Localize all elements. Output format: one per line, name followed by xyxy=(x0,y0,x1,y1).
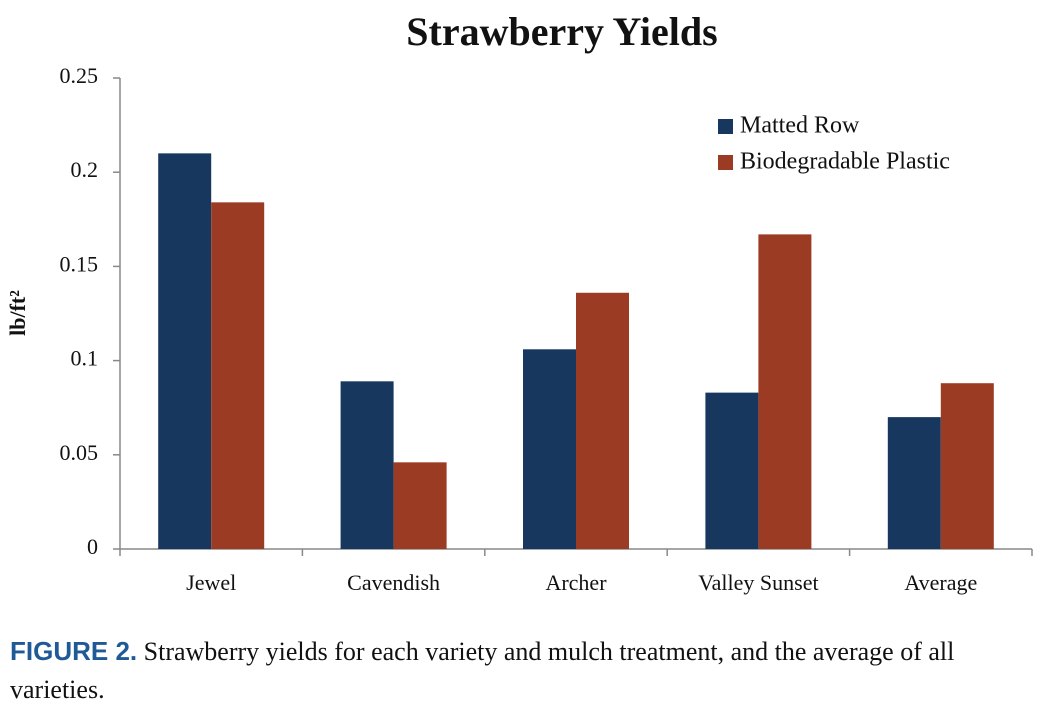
x-tick-label: Jewel xyxy=(186,570,236,595)
bar xyxy=(758,234,812,549)
legend-swatch xyxy=(718,155,733,170)
caption-text: Strawberry yields for each variety and m… xyxy=(10,637,955,704)
caption-label: FIGURE 2. xyxy=(10,636,138,666)
bar xyxy=(576,292,629,549)
chart: Strawberry Yields lb/ft² 0 0.05 0.1 0.15 0.2… xyxy=(5,9,1033,595)
bar xyxy=(705,392,759,549)
y-tick-label: 0.15 xyxy=(60,251,99,276)
legend-label: Biodegradable Plastic xyxy=(740,149,950,175)
caption: FIGURE 2. Strawberry yields for each var… xyxy=(10,632,1040,709)
y-tick-label: 0.25 xyxy=(60,63,99,88)
x-tick-label: Cavendish xyxy=(347,570,440,595)
legend-swatch xyxy=(718,119,733,134)
bar xyxy=(940,383,994,549)
x-tick-label: Archer xyxy=(545,570,607,595)
chart-title: Strawberry Yields xyxy=(406,9,717,54)
bar xyxy=(158,153,212,550)
y-tick-label: 0.05 xyxy=(60,440,99,465)
bar xyxy=(211,202,265,549)
x-tick-label: Valley Sunset xyxy=(698,570,818,595)
x-tick-label: Average xyxy=(904,570,977,595)
y-tick-label: 0.2 xyxy=(71,157,99,182)
bar xyxy=(340,381,394,549)
y-tick-label: 0 xyxy=(87,534,98,559)
y-axis-label: lb/ft² xyxy=(5,290,30,336)
y-tick-label: 0.1 xyxy=(71,346,99,371)
bar xyxy=(393,462,447,549)
legend-label: Matted Row xyxy=(740,113,860,139)
bar xyxy=(523,349,576,549)
bar xyxy=(887,417,941,549)
